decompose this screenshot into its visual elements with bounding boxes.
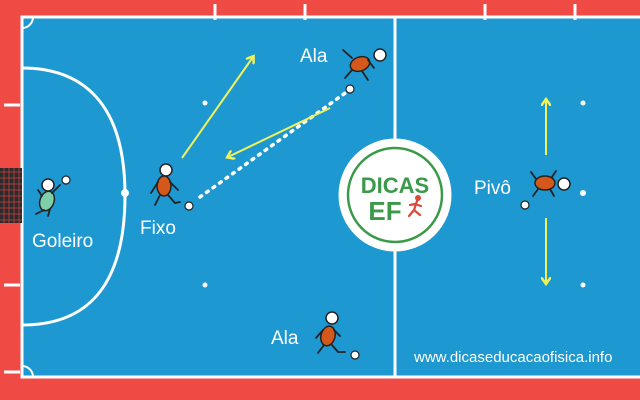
pivo-figure (520, 170, 571, 210)
run-arrow (181, 57, 253, 159)
return-pass-arrow (228, 107, 331, 157)
logo-line2: EF (368, 196, 401, 226)
field-dot (202, 100, 208, 106)
label-goleiro: Goleiro (32, 231, 94, 252)
label-ala-top: Ala (300, 46, 328, 67)
ala-top-figure (342, 48, 387, 94)
fixo-figure (150, 163, 194, 211)
corner-arc (21, 365, 34, 378)
field-dot (202, 282, 208, 288)
logo-line1: DICAS (361, 173, 429, 198)
goalkeeper-figure (35, 175, 71, 217)
penalty-spot (121, 189, 129, 197)
runner-icon (407, 195, 423, 218)
corner-arc (21, 16, 34, 29)
website-url: www.dicaseducacaofisica.info (414, 349, 613, 366)
field-dot (580, 282, 586, 288)
label-ala-bottom: Ala (271, 328, 299, 349)
pass-line (198, 89, 350, 199)
dicas-ef-logo: DICAS EF (346, 146, 444, 244)
field-dot (580, 100, 586, 106)
label-fixo: Fixo (140, 218, 176, 239)
goal-net (0, 168, 22, 223)
label-pivo: Pivô (474, 178, 511, 199)
ala-bottom-figure (315, 311, 360, 360)
field-dot (580, 190, 586, 196)
